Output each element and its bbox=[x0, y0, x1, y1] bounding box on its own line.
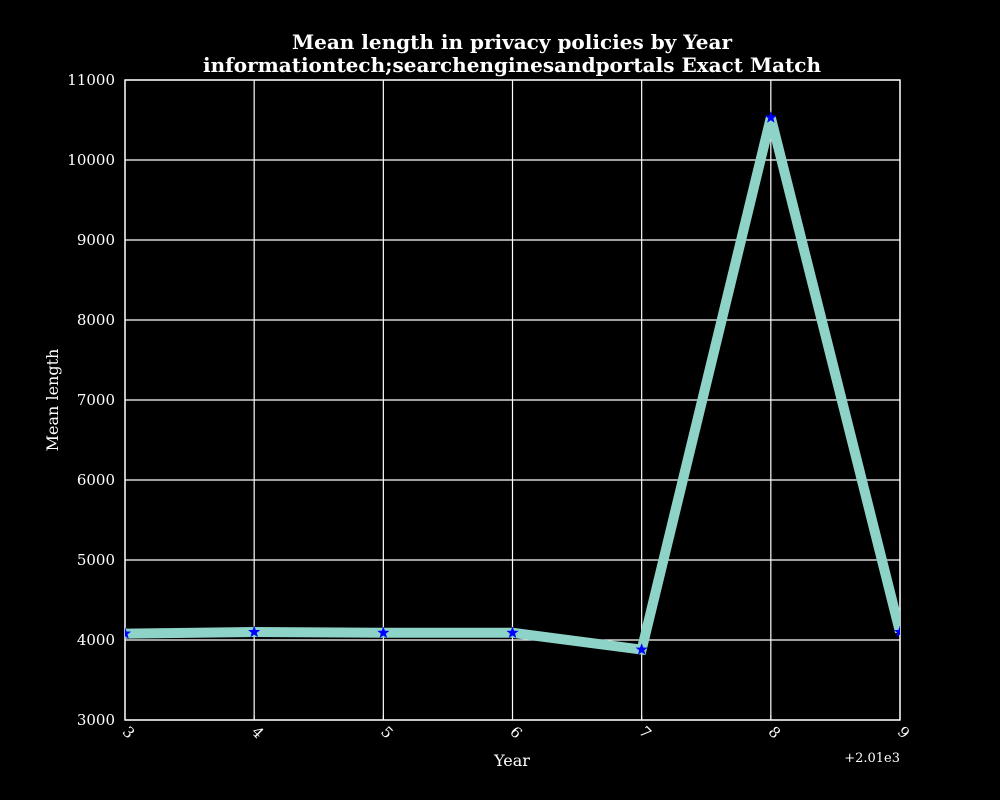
data-point-star bbox=[248, 625, 261, 638]
x-tick-label: 4 bbox=[248, 723, 267, 742]
x-tick-label: 9 bbox=[894, 723, 913, 742]
chart-subtitle: informationtech;searchenginesandportals … bbox=[203, 53, 821, 77]
data-point-star bbox=[377, 626, 390, 638]
y-tick-label: 7000 bbox=[77, 391, 115, 409]
x-tick-label: 5 bbox=[377, 723, 396, 742]
data-point-star bbox=[635, 643, 648, 655]
y-tick-label: 8000 bbox=[77, 311, 115, 329]
x-tick-label: 8 bbox=[765, 723, 784, 742]
y-tick-label: 10000 bbox=[67, 151, 115, 169]
chart-title: Mean length in privacy policies by Year bbox=[292, 30, 733, 54]
series-layer bbox=[125, 111, 900, 656]
y-tick-label: 6000 bbox=[77, 471, 115, 489]
y-axis-label: Mean length bbox=[43, 349, 62, 452]
x-tick-label: 6 bbox=[506, 723, 525, 742]
data-point-star bbox=[125, 627, 132, 639]
data-point-star bbox=[893, 625, 900, 638]
x-tick-label: 3 bbox=[119, 723, 138, 742]
data-point-star bbox=[506, 626, 519, 638]
y-tick-label: 9000 bbox=[77, 231, 115, 249]
y-tick-label: 3000 bbox=[77, 711, 115, 729]
x-axis-label: Year bbox=[493, 751, 530, 770]
x-axis-offset-label: +2.01e3 bbox=[844, 751, 900, 766]
y-tick-label: 4000 bbox=[77, 631, 115, 649]
y-axis-ticks: 3000 4000 5000 6000 7000 8000 9000 10000 11000 bbox=[67, 71, 130, 729]
x-tick-label: 7 bbox=[635, 723, 654, 742]
y-tick-label: 11000 bbox=[67, 71, 115, 89]
y-tick-label: 5000 bbox=[77, 551, 115, 569]
x-axis-ticks: 3 4 5 6 7 8 9 bbox=[119, 715, 913, 742]
grid-lines bbox=[124, 79, 901, 721]
data-point-star bbox=[764, 111, 777, 123]
